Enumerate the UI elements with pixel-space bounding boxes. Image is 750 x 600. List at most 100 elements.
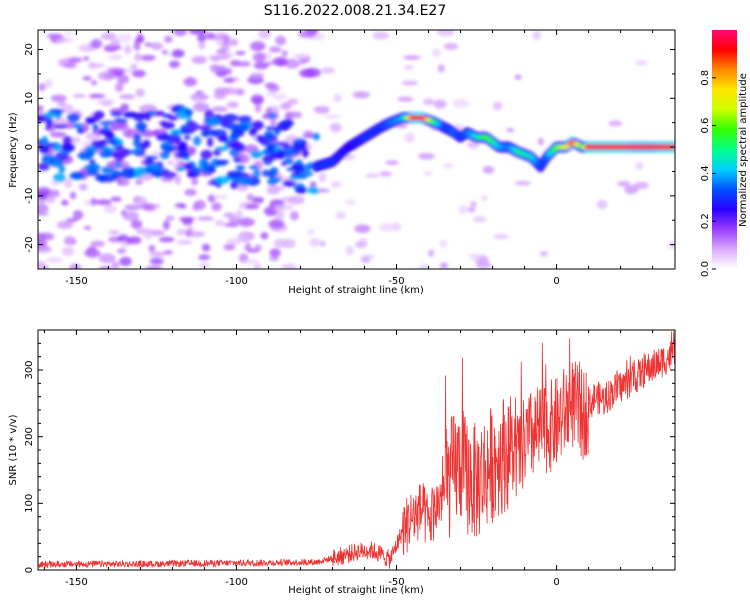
heatmap-cell (361, 254, 376, 259)
heatmap-cell (319, 240, 326, 247)
heatmap-cell (200, 129, 210, 138)
heatmap-cell (90, 198, 97, 206)
heatmap-cell (228, 173, 241, 179)
heatmap-cell (330, 180, 342, 188)
heatmap-cell (539, 251, 548, 257)
heatmap-cell (176, 228, 187, 236)
heatmap-cell (114, 147, 130, 158)
heatmap-cell (183, 135, 191, 141)
heatmap-cell (214, 146, 229, 151)
heatmap-cell (46, 33, 63, 39)
heatmap-cell (108, 230, 120, 235)
heatmap-cell (289, 210, 299, 221)
heatmap-blobs (38, 30, 675, 269)
heatmap-cell (63, 31, 75, 36)
heatmap-cell (506, 128, 515, 133)
heatmap-cell (443, 163, 454, 169)
heatmap-cell (135, 88, 146, 98)
heatmap-cell (289, 111, 303, 119)
heatmap-cell (514, 74, 522, 80)
heatmap-cell (38, 260, 46, 269)
heatmap-cell (78, 44, 96, 52)
x-tick-label: -50 (388, 276, 404, 287)
heatmap-cell (158, 236, 175, 243)
heatmap-cell (134, 37, 145, 43)
heatmap-cell (262, 169, 269, 177)
heatmap-cell (97, 174, 109, 183)
heatmap-cell (165, 134, 182, 144)
heatmap-cell (275, 149, 286, 160)
heatmap-cell (221, 87, 239, 95)
heatmap-cell (100, 32, 117, 41)
heatmap-cell (422, 98, 435, 106)
heatmap-cell (101, 166, 115, 174)
heatmap-cell (282, 180, 296, 187)
heatmap-cell (52, 124, 68, 129)
colorbar-tick-label: 0.4 (700, 165, 711, 181)
heatmap-cell (252, 52, 267, 63)
heatmap-cell (97, 98, 115, 106)
heatmap-cell (307, 229, 315, 236)
heatmap-cell (139, 203, 154, 210)
heatmap-cell (90, 240, 105, 248)
heatmap-cell (215, 159, 230, 165)
heatmap-cell (272, 56, 288, 66)
heatmap-cell (254, 103, 262, 113)
heatmap-cell (253, 61, 269, 70)
heatmap-cell (281, 50, 288, 57)
heatmap-cell (204, 109, 214, 119)
heatmap-cell (391, 222, 402, 232)
heatmap-cell (404, 132, 415, 143)
heatmap-cell (184, 109, 194, 115)
heatmap-cell (122, 211, 139, 221)
heatmap-cell (63, 178, 73, 189)
heatmap-cell (273, 205, 282, 212)
heatmap-cell (212, 149, 222, 156)
colorbar-tick-label: 0.6 (700, 118, 711, 134)
heatmap-cell (39, 146, 49, 154)
x-tick-label: -150 (65, 577, 88, 588)
y-tick-label: 300 (24, 360, 35, 379)
heatmap-cell (309, 237, 321, 248)
heatmap-cell (130, 63, 138, 70)
heatmap-cell (271, 220, 281, 227)
heatmap-cell (292, 142, 307, 151)
x-tick-label: -100 (225, 276, 248, 287)
heatmap-cell (58, 164, 66, 174)
heatmap-cell (113, 118, 128, 123)
heatmap-cell (87, 63, 105, 68)
heatmap-cell (91, 140, 101, 147)
heatmap-cell (174, 203, 185, 209)
heatmap-cell (537, 137, 544, 146)
heatmap-cell (365, 173, 380, 178)
heatmap-cell (197, 125, 211, 131)
heatmap-cell (48, 108, 65, 114)
heatmap-cell (98, 120, 115, 126)
heatmap-cell (56, 220, 74, 229)
heatmap-cell (309, 181, 317, 189)
heatmap-cell (345, 245, 354, 256)
y-tick-label: -10 (24, 188, 35, 204)
heatmap-cell (283, 157, 294, 165)
spectrogram-x-label: Height of straight line (km) (288, 285, 424, 296)
y-tick-label: 10 (24, 92, 35, 105)
heatmap-cell (273, 211, 285, 220)
heatmap-cell (69, 263, 82, 269)
colorbar-tick-label: 0.0 (700, 261, 711, 277)
heatmap-cell (124, 204, 141, 211)
heatmap-cell (281, 144, 295, 150)
heatmap-cell (64, 235, 75, 245)
heatmap-cell (145, 266, 163, 269)
heatmap-cell (207, 166, 215, 171)
heatmap-cell (378, 223, 394, 232)
heatmap-cell (206, 137, 214, 148)
heatmap-cell (41, 154, 57, 165)
heatmap-cell (56, 101, 67, 107)
heatmap-cell (61, 246, 75, 256)
heatmap-cell (243, 259, 260, 265)
heatmap-cell (213, 32, 229, 42)
heatmap-cell (77, 127, 84, 135)
heatmap-cell (174, 175, 182, 185)
heatmap-cell (78, 183, 88, 191)
